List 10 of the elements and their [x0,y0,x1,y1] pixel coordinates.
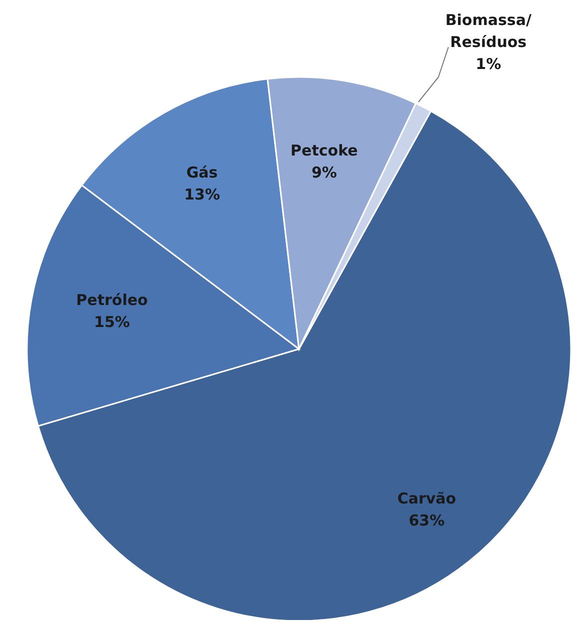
data-label: 9% [311,164,337,182]
slice-label: Gás [186,164,218,182]
data-label: 63% [408,512,445,530]
slice-label: Petcoke [290,142,358,160]
data-label: 13% [184,186,220,204]
slice-label: Biomassa/Resíduos [445,11,532,52]
data-label: 15% [94,312,130,331]
slice-label: Petróleo [76,290,148,309]
data-label: 1% [476,55,502,74]
slice-label: Carvão [397,490,456,508]
